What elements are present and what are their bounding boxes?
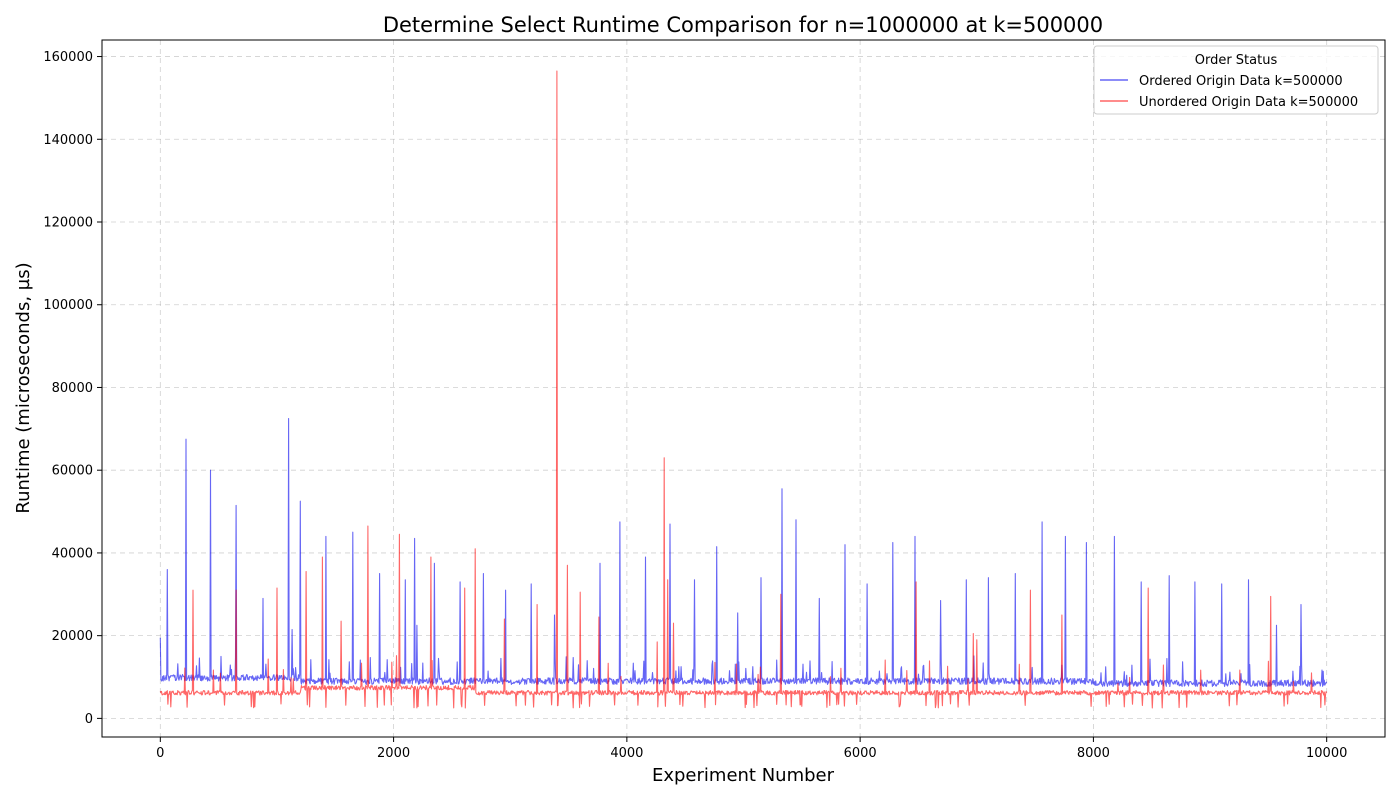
- y-tick-label: 160000: [43, 50, 93, 65]
- plot-series: [159, 70, 1328, 709]
- x-tick-label: 0: [156, 746, 164, 761]
- x-tick-label: 10000: [1306, 746, 1347, 761]
- x-axis-label: Experiment Number: [652, 765, 835, 786]
- y-tick-label: 140000: [43, 133, 93, 148]
- legend-entry-unordered: Unordered Origin Data k=500000: [1139, 95, 1358, 110]
- legend: Order Status Ordered Origin Data k=50000…: [1093, 45, 1379, 115]
- grid: [102, 40, 1385, 737]
- y-tick-label: 40000: [52, 546, 93, 561]
- x-tick-label: 6000: [844, 746, 877, 761]
- axis-ticks: 0 2000 4000 6000 8000 10000020000400006000080…: [43, 50, 1347, 761]
- plot-frame: [101, 39, 1386, 738]
- x-tick-label: 2000: [377, 746, 410, 761]
- y-tick-label: 20000: [52, 629, 93, 644]
- legend-title: Order Status: [1195, 53, 1278, 68]
- series-line-ordered: [159, 417, 1328, 688]
- series-line-unordered: [159, 70, 1328, 709]
- y-tick-label: 100000: [43, 298, 93, 313]
- y-tick-label: 0: [85, 712, 93, 727]
- y-tick-label: 80000: [52, 381, 93, 396]
- legend-entry-ordered: Ordered Origin Data k=500000: [1139, 74, 1343, 89]
- y-axis-label: Runtime (microseconds, µs): [13, 262, 34, 513]
- x-tick-label: 8000: [1077, 746, 1110, 761]
- x-tick-label: 4000: [610, 746, 643, 761]
- y-tick-label: 60000: [52, 464, 93, 479]
- legend-box: [1093, 45, 1379, 115]
- chart-title: Determine Select Runtime Comparison for …: [383, 13, 1103, 37]
- y-tick-label: 120000: [43, 216, 93, 231]
